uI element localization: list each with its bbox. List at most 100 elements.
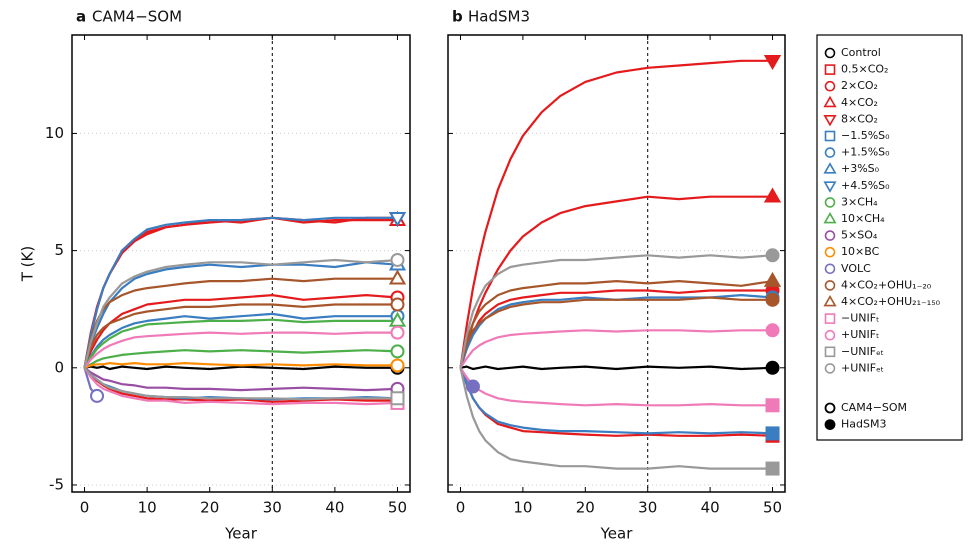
- legend-label: −UNIFₜ: [841, 312, 879, 325]
- legend-marker: [824, 246, 836, 258]
- end-marker: [390, 252, 405, 267]
- series-line: [83, 318, 398, 369]
- legend-marker: [824, 64, 836, 75]
- legend-marker: [824, 313, 836, 324]
- legend-label: +UNIFₑₜ: [841, 361, 884, 374]
- legend-marker: [824, 419, 836, 431]
- legend-marker: [824, 130, 836, 142]
- x-axis-label: Year: [600, 525, 634, 543]
- legend-label: 0.5×CO₂: [841, 63, 888, 76]
- series-line: [83, 216, 398, 369]
- series-line: [83, 366, 398, 392]
- x-tick-label: 20: [576, 499, 595, 517]
- series-line: [459, 195, 773, 369]
- end-marker: [765, 292, 780, 307]
- series-line: [459, 254, 773, 369]
- legend-label: +3%S₀: [841, 162, 880, 175]
- series-line: [459, 296, 773, 369]
- legend-label: VOLC: [841, 262, 871, 275]
- legend-label: −UNIFₑₜ: [841, 345, 884, 358]
- legend-label: 4×CO₂: [841, 96, 878, 109]
- legend-marker: [824, 80, 836, 92]
- series-line: [459, 329, 773, 369]
- legend-label: Control: [841, 46, 881, 59]
- legend-label: 10×CH₄: [841, 212, 885, 225]
- legend-label: 4×CO₂+OHU₂₁₋₁₅₀: [841, 295, 941, 308]
- end-marker: [763, 187, 782, 203]
- legend-label: 2×CO₂: [841, 79, 878, 92]
- series-line: [84, 362, 398, 369]
- legend-marker: [824, 197, 836, 208]
- y-tick-label: 5: [54, 241, 64, 259]
- series-line: [83, 367, 398, 406]
- end-marker: [763, 271, 782, 287]
- legend-marker: [824, 329, 836, 341]
- series-line: [459, 289, 773, 369]
- legend-marker: [823, 181, 837, 193]
- legend-marker: [824, 280, 836, 291]
- series-line: [459, 367, 773, 407]
- y-tick-label: 10: [45, 124, 64, 142]
- x-tick-label: 50: [763, 499, 782, 517]
- series-line: [459, 367, 773, 470]
- end-marker: [90, 388, 105, 403]
- legend-box: [816, 34, 963, 441]
- x-axis-label: Year: [224, 525, 258, 543]
- legend-marker: [824, 47, 836, 59]
- legend-label: CAM4−SOM: [841, 401, 907, 414]
- legend-marker: [824, 402, 836, 414]
- legend-marker: [823, 162, 837, 174]
- series-line: [83, 258, 398, 369]
- legend-label: +1.5%S₀: [841, 146, 890, 159]
- plot-frame: [447, 34, 786, 493]
- x-tick-label: 10: [513, 499, 532, 517]
- legend-label: +UNIFₜ: [841, 328, 879, 341]
- panel-title: HadSM3: [468, 8, 530, 26]
- x-tick-label: 40: [325, 499, 344, 517]
- series-line: [83, 303, 398, 369]
- series-line: [459, 367, 773, 435]
- end-marker: [465, 379, 480, 394]
- end-marker: [765, 360, 780, 375]
- x-tick-label: 0: [80, 499, 90, 517]
- series-line: [83, 294, 398, 369]
- legend-marker: [824, 263, 836, 275]
- legend-marker: [823, 115, 837, 127]
- legend-marker: [823, 211, 837, 224]
- series-line: [459, 294, 773, 369]
- series-line: [459, 280, 773, 369]
- x-tick-label: 10: [138, 499, 157, 517]
- series-line: [84, 365, 398, 371]
- x-tick-label: 30: [638, 499, 657, 517]
- x-tick-label: 40: [701, 499, 720, 517]
- legend: Control 0.5×CO₂ 2×CO₂ 4×CO₂ 8×CO₂ −1.5%S₀ +1.5…: [816, 34, 963, 441]
- panel-label: a: [76, 8, 86, 26]
- legend-label: 10×BC: [841, 245, 880, 258]
- end-marker: [388, 212, 407, 228]
- series-line: [83, 331, 398, 369]
- legend-label: −1.5%S₀: [841, 129, 890, 142]
- end-marker: [388, 269, 407, 285]
- end-marker: [765, 323, 780, 338]
- series-line: [83, 312, 398, 369]
- y-axis-label: T (K): [19, 246, 37, 282]
- legend-label: 5×SO₄: [841, 229, 878, 242]
- legend-label: +4.5%S₀: [841, 179, 890, 192]
- legend-marker: [823, 95, 837, 108]
- end-marker: [390, 297, 405, 312]
- end-marker: [765, 426, 780, 441]
- y-tick-label: 0: [54, 358, 64, 376]
- legend-marker: [824, 363, 836, 374]
- series-line: [83, 367, 398, 401]
- legend-marker: [823, 294, 837, 307]
- legend-marker: [824, 147, 836, 158]
- x-tick-label: 30: [263, 499, 282, 517]
- series-line: [459, 367, 773, 437]
- x-tick-label: 20: [200, 499, 219, 517]
- x-tick-label: 0: [456, 499, 466, 517]
- panel-label: b: [452, 8, 463, 26]
- y-tick-label: -5: [49, 475, 64, 493]
- panel-title: CAM4−SOM: [92, 8, 182, 26]
- series-line: [459, 59, 773, 368]
